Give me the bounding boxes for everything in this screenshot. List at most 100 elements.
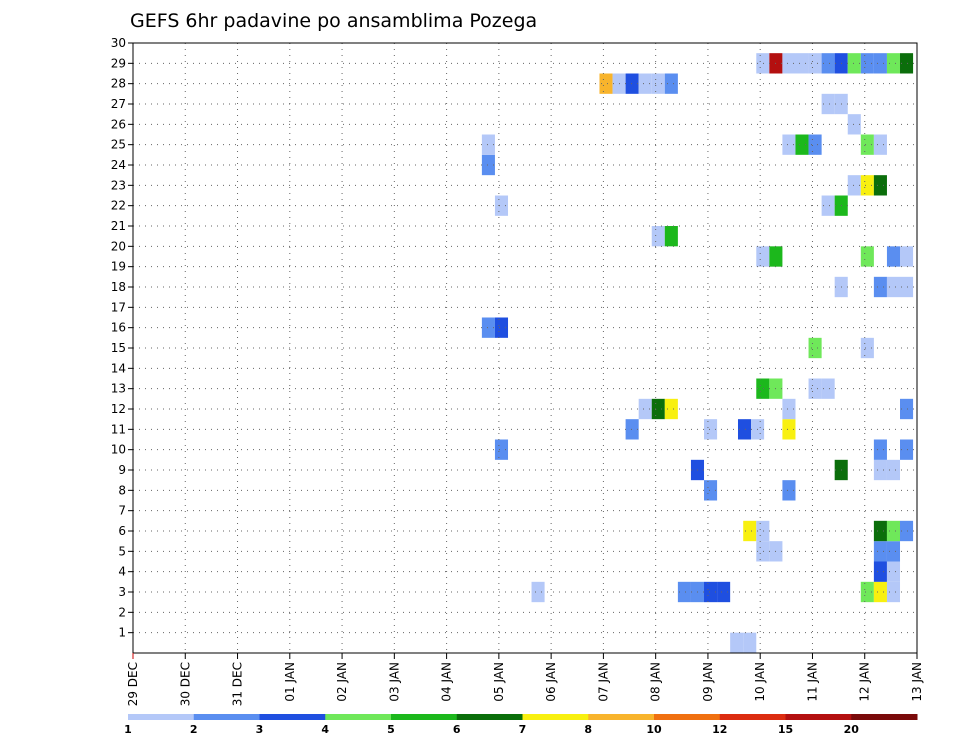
legend-swatch [654, 714, 721, 720]
heatmap-cell [756, 541, 770, 562]
y-tick-label: 22 [111, 199, 126, 213]
legend-label: 2 [190, 723, 198, 736]
heatmap-cell [900, 246, 914, 267]
heatmap-cell [737, 419, 752, 440]
heatmap-cell [808, 337, 822, 359]
x-tick-label: 07 JAN [596, 662, 610, 702]
heatmap-cell [481, 154, 495, 176]
legend-swatch [325, 714, 392, 720]
heatmap-cell [638, 73, 652, 94]
heatmap-cell [651, 226, 665, 247]
heatmap-cell [795, 53, 809, 74]
heatmap-cell [821, 93, 835, 115]
y-tick-label: 30 [111, 36, 126, 50]
legend-label: 1 [124, 723, 132, 736]
legend-swatch [851, 714, 918, 720]
heatmap-cell [769, 246, 783, 267]
heatmap-cell [782, 480, 796, 501]
heatmap-cell [847, 114, 861, 135]
heatmap-cell [494, 439, 509, 460]
heatmap-cell [860, 337, 874, 359]
y-axis: 1234567891011121314151617181920212223242… [111, 36, 133, 640]
x-tick-label: 30 DEC [178, 662, 192, 706]
heatmap-cell [756, 520, 770, 542]
y-tick-label: 7 [118, 504, 126, 518]
heatmap-cell [756, 378, 770, 399]
legend-label: 10 [646, 723, 662, 736]
heatmap-cell [900, 53, 914, 74]
heatmap-cell [886, 246, 901, 267]
heatmap-cell [651, 398, 665, 420]
y-tick-label: 1 [118, 626, 126, 640]
legend-swatch [719, 714, 786, 720]
heatmap-cell [808, 378, 822, 399]
heatmap-cell [782, 53, 796, 74]
heatmap-cell [717, 581, 731, 603]
x-tick-label: 10 JAN [753, 662, 767, 702]
heatmap-cell [531, 581, 545, 603]
legend-swatch [391, 714, 458, 720]
legend-swatch [193, 714, 260, 720]
heatmap-cell [860, 175, 874, 196]
y-tick-label: 28 [111, 77, 126, 91]
x-tick-label: 01 JAN [283, 662, 297, 702]
heatmap-cell [704, 419, 718, 440]
heatmap-cell [756, 53, 770, 74]
y-tick-label: 25 [111, 138, 126, 152]
y-tick-label: 12 [111, 402, 126, 416]
heatmap-cell [664, 226, 678, 247]
y-tick-label: 20 [111, 239, 126, 253]
legend-label: 7 [519, 723, 527, 736]
x-tick-label: 31 DEC [231, 662, 245, 706]
x-tick-label: 04 JAN [440, 662, 454, 702]
heatmap-cell [860, 134, 874, 155]
heatmap-cell [664, 398, 678, 420]
legend-label: 20 [844, 723, 860, 736]
heatmap-cell [664, 73, 678, 94]
y-tick-label: 26 [111, 117, 126, 131]
heatmap-cell [651, 73, 665, 94]
legend-label: 12 [712, 723, 727, 736]
y-tick-label: 23 [111, 178, 126, 192]
x-tick-label: 29 DEC [126, 662, 140, 706]
heatmap-cell [860, 246, 874, 267]
heatmap-cell [782, 398, 796, 420]
y-tick-label: 4 [118, 565, 126, 579]
heatmap-cell [704, 581, 718, 603]
legend-swatch [259, 714, 326, 720]
y-tick-label: 15 [111, 341, 126, 355]
heatmap-cell [886, 53, 901, 74]
heatmap-cell [808, 134, 822, 155]
heatmap-cell [821, 378, 835, 399]
legend-swatch [785, 714, 852, 720]
heatmap-cell [886, 459, 901, 481]
heatmap-cell [873, 561, 887, 582]
x-tick-label: 11 JAN [805, 662, 819, 702]
heatmap-cell [900, 520, 914, 542]
heatmap-cell [481, 134, 495, 155]
chart-title: GEFS 6hr padavine po ansamblima Pozega [130, 10, 537, 32]
legend-swatch [456, 714, 523, 720]
heatmap-cell [677, 581, 691, 603]
heatmap-cell [743, 520, 757, 542]
y-tick-label: 14 [111, 361, 126, 375]
heatmap-cell [860, 53, 874, 74]
legend-label: 6 [453, 723, 461, 736]
y-tick-label: 27 [111, 97, 126, 111]
color-legend: 1 2 3 4 5 6 7 8 10 12 15 20 [124, 714, 918, 736]
y-tick-label: 13 [111, 382, 126, 396]
heatmap-cell [795, 134, 809, 155]
x-tick-label: 05 JAN [492, 662, 506, 702]
y-tick-label: 17 [111, 300, 126, 314]
heatmap-cell [860, 581, 874, 603]
y-tick-label: 5 [118, 544, 126, 558]
legend-label: 3 [256, 723, 264, 736]
heatmap-cell [821, 53, 835, 74]
heatmap-cell [873, 439, 887, 460]
heatmap-cell [886, 561, 901, 582]
heatmap-cell [900, 439, 914, 460]
x-tick-label: 08 JAN [649, 662, 663, 702]
heatmap-cell [625, 73, 639, 94]
heatmap-cell [730, 632, 744, 653]
heatmap-cell [638, 398, 652, 420]
